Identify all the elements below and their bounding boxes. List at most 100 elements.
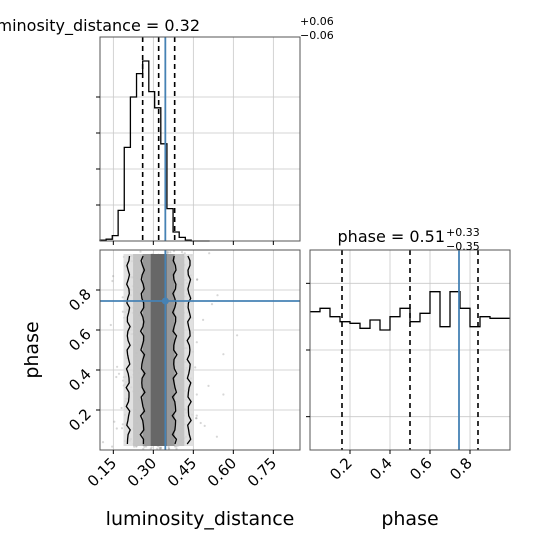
joint-sample-point [169,251,172,254]
joint-sample-point [117,372,121,375]
phase-lower-error: −0.35 [446,240,480,253]
joint-sample-point [111,445,114,448]
joint-sample-point [121,310,124,313]
joint-sample-point [175,447,178,450]
joint-sample-point [121,423,124,426]
joint-sample-point [196,278,199,281]
luminosity-distance-histogram [99,37,210,242]
joint-sample-point [166,250,169,254]
joint-sample-point [202,318,205,321]
joint-sample-point [183,252,186,255]
luminosity-distance-histogram-panel [96,36,301,245]
joint-sample-point [158,446,161,449]
joint-sample-point [115,427,118,430]
joint-truth-marker [161,297,169,305]
joint-sample-point [195,417,198,420]
joint-sample-point [172,250,176,253]
joint-sample-point [149,447,152,450]
joint-sample-point [203,424,206,427]
joint-x-tick-label-1: 0.30 [124,454,160,490]
joint-sample-point [167,445,170,448]
joint-sample-point [180,251,184,254]
joint-sample-point [111,279,114,283]
luminosity-distance-grid [100,37,300,241]
joint-sample-point [120,406,123,410]
phase-x-tick-label-0: 0.2 [326,454,356,484]
joint-truth-lines [100,250,300,450]
joint-frame [99,249,301,451]
phase-histogram-panel: 0.2 0.4 0.6 0.8 [306,249,511,484]
joint-sample-point [116,365,119,368]
luminosity-distance-title: luminosity_distance = 0.32 [0,16,200,36]
joint-y-tick-label-3: 0.8 [65,285,95,315]
joint-sample-point [196,278,199,281]
joint-sample-point [133,445,136,448]
phase-histogram [310,250,510,450]
luminosity-distance-histogram-step [99,60,210,242]
joint-sample-point [135,445,138,448]
joint-sample-point [195,341,198,344]
joint-y-tick-label-2: 0.6 [65,325,95,355]
phase-x-tick-label-2: 0.6 [406,454,436,484]
phase-title: phase = 0.51 [338,227,445,246]
luminosity-distance-title-name: luminosity_distance [0,16,141,36]
joint-contour-outer-right [186,255,192,445]
joint-sample-point [222,353,225,356]
joint-sample-point [236,334,239,337]
joint-sample-point [113,420,116,423]
joint-sample-point [195,417,198,420]
joint-density-band-3 [150,254,167,446]
joint-sample-point [158,447,161,450]
joint-sample-point [195,393,198,396]
joint-sample-point [168,447,171,450]
joint-x-tick-label-2: 0.45 [164,454,200,490]
joint-sample-point [194,366,197,369]
phase-title-name: phase [338,227,386,246]
joint-sample-point [101,441,105,444]
joint-sample-point [210,303,214,306]
joint-sample-point [115,375,118,379]
luminosity-distance-upper-error: +0.06 [300,15,334,28]
joint-contour-inner-right [171,255,178,445]
joint-sample-point [112,275,115,278]
joint-sample-point [222,393,225,396]
joint-sample-point [139,250,142,253]
joint-x-tick-label-0: 0.15 [84,454,120,490]
joint-sample-point [159,446,163,449]
joint-sample-point [121,296,124,299]
joint-y-tick-label-0: 0.2 [65,405,95,435]
luminosity-distance-frame [99,36,301,242]
phase-upper-error: +0.33 [446,226,480,239]
x-axis-label-luminosity-distance: luminosity_distance [106,508,295,530]
joint-sample-point [208,252,211,255]
joint-scatter-panel: 0.15 0.30 0.45 0.60 0.75 0.2 0.4 0.6 0.8 [65,249,301,490]
joint-sample-point [166,251,169,254]
joint-density-contours [123,254,194,446]
joint-sample-point [199,421,202,425]
luminosity-distance-lower-error: −0.06 [300,29,334,42]
joint-sample-point [167,447,170,450]
y-axis-label-phase: phase [21,321,43,378]
phase-x-tick-label-3: 0.8 [446,454,476,484]
joint-sample-point [156,447,159,450]
luminosity-distance-title-value: 0.32 [164,16,200,35]
phase-title-value: 0.51 [409,227,445,246]
joint-sample-point [215,435,218,438]
joint-sample-point [120,427,124,430]
joint-contour-outer-left [125,255,131,445]
joint-sample-point [150,446,153,449]
joint-x-tick-label-4: 0.75 [244,454,280,490]
joint-x-tick-label-3: 0.60 [204,454,240,490]
joint-sample-point [109,323,112,327]
luminosity-distance-ticks [96,96,274,245]
joint-sample-point [143,445,146,448]
joint-contour-inner-left [139,255,146,445]
x-axis-label-phase: phase [381,508,438,530]
joint-sample-point [195,414,198,417]
joint-sample-point [216,294,219,297]
phase-x-tick-label-1: 0.4 [366,454,396,484]
joint-sample-point [207,384,210,387]
joint-sample-point [159,447,162,450]
joint-y-tick-label-1: 0.4 [65,365,95,395]
